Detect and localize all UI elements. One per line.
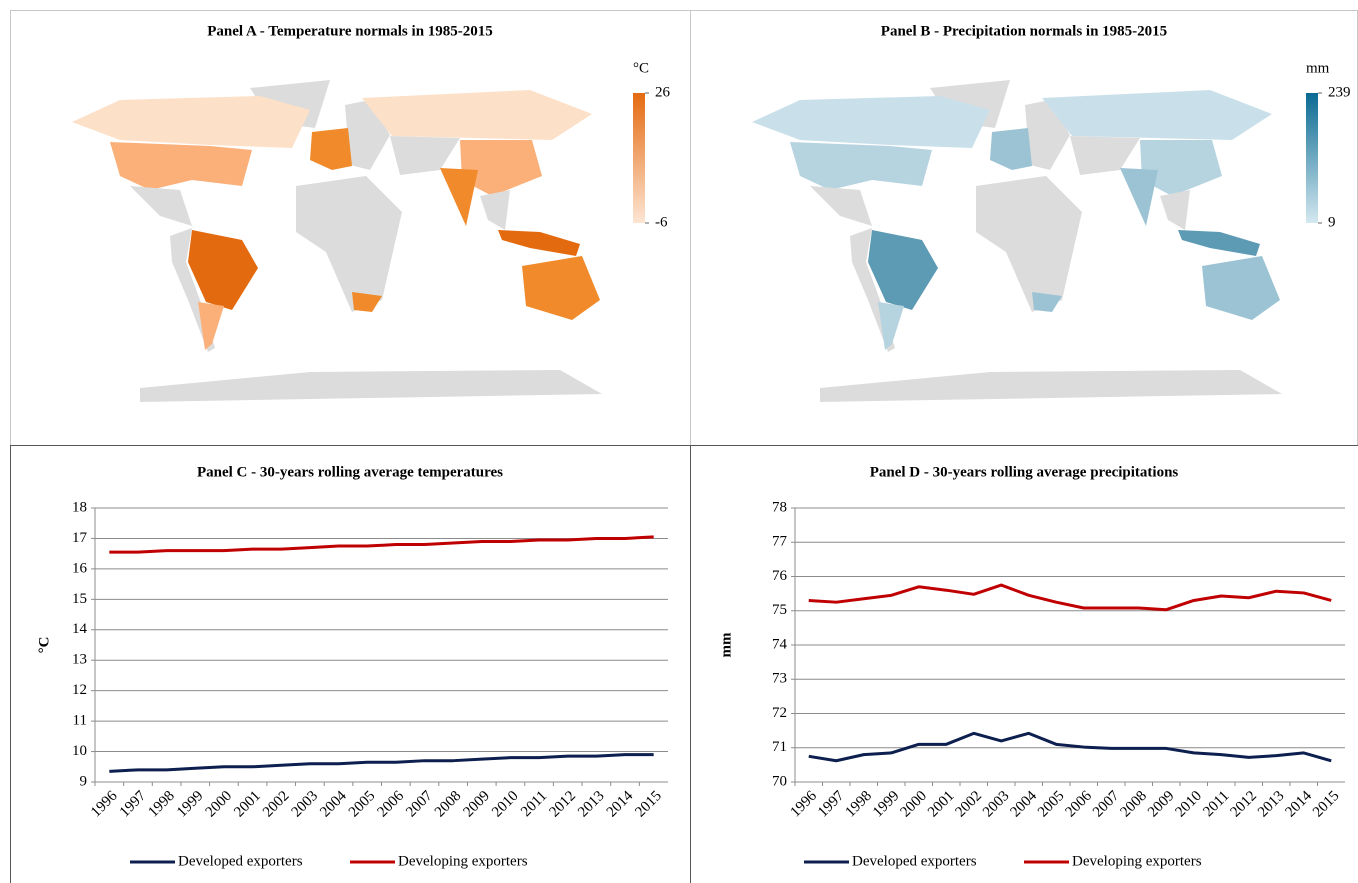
legend-label: Developed exporters [852,853,977,869]
series-line [109,753,654,773]
y-tick-label: 10 [72,743,87,759]
x-tick-label: 2004 [317,788,350,821]
x-tick-label: 2012 [1227,788,1260,821]
colorbar-title: °C [633,60,649,76]
y-tick-label: 11 [73,713,87,729]
y-axis-label: mm [718,632,734,657]
x-tick-label: 2007 [1090,788,1123,821]
x-tick-label: 1996 [88,788,121,821]
x-tick-label: 2004 [1007,788,1040,821]
chart-title: Panel A - Temperature normals in 1985-20… [207,23,493,39]
x-tick-label: 2011 [1200,788,1232,820]
x-tick-label: 2011 [518,788,550,820]
x-tick-label: 1996 [787,788,820,821]
panel-frames [10,10,1358,883]
chart-title: Panel C - 30-years rolling average tempe… [197,464,503,480]
x-tick-label: 2009 [1145,788,1178,821]
x-tick-label: 2015 [1310,788,1343,821]
x-tick-label: 1997 [117,788,150,821]
x-tick-label: 2000 [203,788,236,821]
y-tick-label: 70 [772,773,787,789]
x-tick-label: 2010 [1172,788,1205,821]
x-tick-label: 2000 [897,788,930,821]
chart-title: Panel D - 30-years rolling average preci… [870,464,1179,480]
x-tick-label: 2001 [925,788,958,821]
x-tick-label: 2006 [1062,788,1095,821]
series-line [808,731,1332,763]
x-tick-label: 2003 [289,788,322,821]
y-tick-label: 15 [72,591,87,607]
y-tick-label: 74 [772,636,788,652]
x-tick-label: 1999 [174,788,207,821]
colorbar-title: mm [1306,60,1330,76]
x-tick-label: 2008 [432,788,465,821]
x-tick-label: 2006 [375,788,408,821]
x-tick-label: 2001 [231,788,264,821]
x-tick-label: 2008 [1117,788,1150,821]
map-a [72,80,602,402]
y-axis-label: °C [36,637,52,654]
x-tick-label: 2013 [575,788,608,821]
x-tick-label: 1999 [870,788,903,821]
legend-label: Developing exporters [1072,853,1202,869]
y-tick-label: 76 [772,568,788,584]
x-tick-label: 2014 [1282,788,1315,821]
x-tick-label: 2014 [604,788,637,821]
x-tick-label: 1998 [842,788,875,821]
x-tick-label: 2005 [1035,788,1068,821]
y-tick-label: 14 [72,621,88,637]
colorbar [633,93,645,223]
chart-title: Panel B - Precipitation normals in 1985-… [881,23,1167,39]
y-tick-label: 78 [772,499,787,515]
legend-label: Developed exporters [178,853,303,869]
x-tick-label: 2012 [546,788,579,821]
y-tick-label: 13 [72,652,87,668]
x-tick-label: 2009 [461,788,494,821]
y-tick-label: 16 [72,560,88,576]
colorbar-label: 26 [655,84,671,100]
colorbar-label: -6 [655,214,668,230]
x-tick-label: 2013 [1255,788,1288,821]
colorbar-label: 9 [1328,214,1336,230]
y-tick-label: 17 [72,530,88,546]
x-tick-label: 1998 [145,788,178,821]
x-tick-label: 1997 [815,788,848,821]
x-tick-label: 2010 [489,788,522,821]
map-b [752,80,1282,402]
x-tick-label: 2005 [346,788,379,821]
colorbar [1306,93,1318,223]
y-tick-label: 73 [772,671,787,687]
x-tick-label: 2007 [403,788,436,821]
x-tick-label: 2003 [980,788,1013,821]
x-tick-label: 2015 [632,788,665,821]
colorbar-label: 239 [1328,84,1351,100]
y-tick-label: 77 [772,534,788,550]
y-tick-label: 75 [772,602,787,618]
x-tick-label: 2002 [260,788,293,821]
y-tick-label: 72 [772,705,787,721]
y-tick-label: 71 [772,739,787,755]
series-line [808,583,1332,612]
series-line [109,535,654,554]
x-tick-label: 2002 [952,788,985,821]
y-tick-label: 12 [72,682,87,698]
y-tick-label: 18 [72,499,87,515]
legend-label: Developing exporters [398,853,528,869]
y-tick-label: 9 [80,773,88,789]
